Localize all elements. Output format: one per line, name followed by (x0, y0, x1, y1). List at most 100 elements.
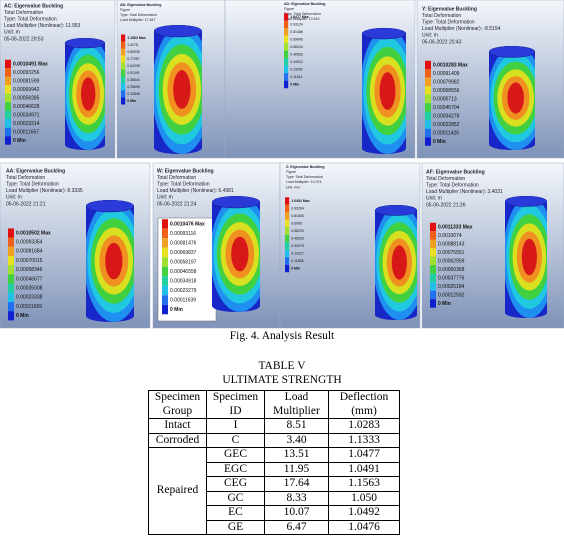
table-cell: 1.0283 (328, 418, 400, 434)
legend-label: 0 Min (433, 139, 446, 145)
legend-swatch (285, 264, 290, 273)
legend-label: 0.00034278 (433, 113, 460, 119)
panel-header-line: Type: Total Deformation (4, 17, 57, 23)
panel-header-line: Unit: m (6, 195, 22, 201)
legend-swatch (425, 60, 431, 70)
legend-swatch (430, 265, 436, 274)
legend-label: 0 Min (290, 82, 299, 86)
legend-label: 0.00012592 (438, 292, 465, 298)
cylinder-top (362, 28, 406, 40)
legend-label: 0.00046628 (13, 104, 40, 110)
table-row: GC 8.33 1.050 (149, 490, 400, 506)
legend-swatch (284, 73, 289, 81)
column-header: Specimen ID (206, 390, 265, 419)
legend-swatch (162, 276, 168, 286)
legend-swatch (162, 238, 168, 248)
panel-header-line: Figure (120, 8, 130, 12)
table-row: Specimen Group Specimen ID Load Multiplier… (148, 390, 400, 419)
legend-label: 1.0477 Max (290, 15, 309, 19)
panel-header-line: Load Multiplier (Nonlinear): 8.3335 (6, 188, 83, 194)
legend-label: 0.0010074 (438, 233, 462, 239)
table-cell: 1.0476 (328, 519, 400, 535)
table-cell: 1.0477 (328, 447, 400, 463)
cylinder (375, 205, 417, 320)
panel-header-line: Load Multiplier (Nonlinear): 3.4031 (426, 189, 503, 195)
legend-swatch (5, 110, 11, 120)
legend-label: 0.11658 (291, 259, 303, 263)
legend-label: 0.89935 (127, 50, 140, 54)
cylinder (212, 196, 260, 312)
legend-label: 0.00034971 (13, 112, 40, 118)
table-cell: 13.51 (264, 447, 329, 463)
table-cell: 6.47 (264, 519, 329, 535)
legend-label: 0.81486 (290, 30, 303, 34)
legend-label: 0.00058197 (170, 259, 197, 265)
legend-swatch (8, 302, 14, 312)
legend-label: 0.00046677 (16, 276, 43, 282)
legend-label: 0.0011333 Max (438, 224, 473, 230)
legend-swatch (5, 76, 11, 86)
legend-swatch (162, 228, 168, 239)
legend-label: 1.0492 Max (291, 199, 310, 203)
panel-header-line: AF: Eigenvalue Buckling (426, 169, 485, 175)
legend-swatch (425, 137, 431, 146)
table-row: EGC 11.95 1.0491 (149, 461, 400, 477)
legend-swatch (430, 222, 436, 232)
legend-swatch (8, 274, 14, 284)
panel-header-line: W: Eigenvalue Buckling (157, 168, 214, 174)
table-row: CEG 17.64 1.1563 (149, 476, 400, 492)
legend-label: 0.00050368 (438, 267, 465, 273)
legend-swatch (8, 283, 14, 293)
panel-header-line: Load Multiplier: 13.519 (284, 17, 319, 21)
legend-swatch (162, 285, 168, 296)
legend-swatch (121, 90, 126, 98)
panel-header-line: Type: Total Deformation (157, 182, 210, 188)
legend-swatch (285, 197, 290, 205)
legend-label: 0.00011657 (13, 129, 39, 135)
legend-label: 0.34922 (290, 60, 303, 64)
panel-header-line: AC: Eigenvalue Buckling (4, 3, 63, 9)
contour-band (391, 245, 407, 280)
legend-label: 0.00011669 (16, 304, 42, 310)
cylinder-top (65, 38, 105, 49)
panel-header-line: Figure (286, 170, 296, 174)
table-row: Repaired GEC 13.51 1.0477 (148, 447, 400, 535)
legend-label: 0.00081476 (170, 240, 197, 246)
legend-label: 0.00079982 (433, 79, 460, 85)
table-cell: EC (206, 505, 265, 521)
table-title: ULTIMATE STRENGTH (222, 374, 342, 386)
panel-header-line: 05-06-2022 20:43 (422, 39, 462, 45)
legend-swatch (5, 59, 11, 69)
legend-swatch (284, 65, 289, 74)
legend-swatch (5, 102, 11, 111)
panel-header-line: Figure (284, 7, 294, 11)
legend-swatch (425, 86, 431, 95)
cylinder-top (375, 205, 417, 216)
legend-label: 0.00011639 (170, 297, 196, 303)
legend-swatch (8, 228, 14, 238)
legend-swatch (425, 103, 431, 112)
contour-band (507, 82, 524, 114)
legend-label: 0.00046558 (170, 269, 197, 275)
legend-label: 0.51391 (127, 71, 140, 75)
legend-label: 0.00037776 (438, 275, 465, 281)
legend-label: 0 Min (438, 301, 451, 307)
legend-swatch (121, 34, 126, 42)
table-cell: 1.0492 (328, 505, 400, 521)
legend-label: 0.23282 (290, 67, 303, 71)
legend-swatch (285, 219, 290, 228)
legend-swatch (284, 43, 289, 51)
panel-header-line: Unit: m (4, 30, 20, 36)
table-cell: 8.51 (264, 418, 329, 434)
table-cell: 10.07 (264, 505, 329, 521)
legend-swatch (121, 97, 126, 105)
legend-swatch (285, 204, 290, 213)
table-cell: GE (206, 519, 265, 535)
panel-header-line: Type: Total Deformation (120, 13, 157, 17)
legend-label: 0.93264 (291, 206, 304, 210)
legend-label: 0.00069942 (13, 87, 40, 93)
legend-label: 0.0010491 Max (13, 61, 48, 67)
legend-label: 0 Min (291, 266, 300, 270)
table-cell: 11.95 (264, 461, 329, 477)
